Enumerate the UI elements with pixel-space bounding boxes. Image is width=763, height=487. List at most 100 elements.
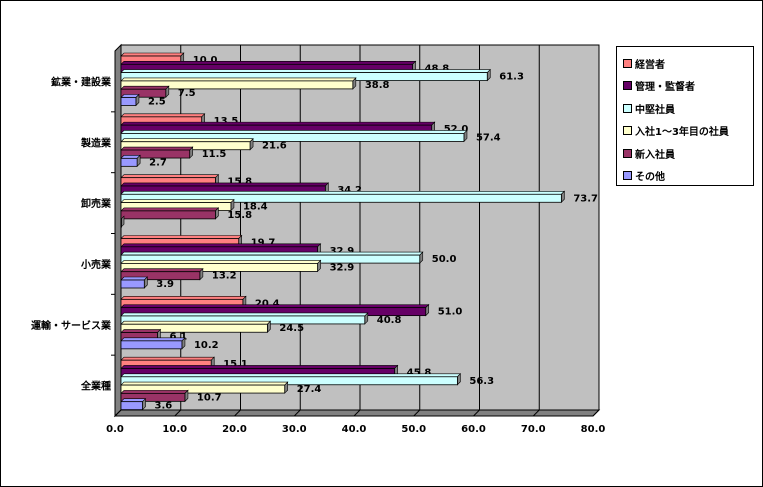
- bar-top: [120, 121, 436, 126]
- x-tick: [234, 409, 241, 417]
- bar: [120, 80, 354, 90]
- bar-top: [120, 296, 247, 300]
- data-label: 3.9: [156, 279, 174, 290]
- x-tick-label: 20.0: [222, 424, 247, 435]
- bar-top: [120, 174, 220, 178]
- data-label: 40.8: [377, 315, 402, 326]
- data-label: 50.0: [432, 254, 457, 265]
- plot-side-wall: [114, 43, 122, 418]
- bar: [120, 133, 465, 142]
- bar-top: [120, 190, 566, 195]
- bar: [120, 392, 186, 402]
- bar-top: [120, 320, 272, 325]
- bar-top: [120, 365, 399, 369]
- bar: [120, 157, 138, 167]
- data-label: 7.5: [178, 88, 196, 99]
- data-label: 11.5: [202, 149, 227, 160]
- bar-top: [120, 69, 491, 73]
- x-tick: [413, 409, 421, 417]
- data-label: 27.4: [297, 384, 322, 395]
- legend-label: 入社1～3年目の社員: [635, 127, 729, 139]
- data-label: 32.9: [330, 246, 355, 257]
- data-label: 61.3: [499, 72, 524, 83]
- legend: 経営者 管理・監督者中堅社員入社1～3年目の社員 新入社員その他: [616, 46, 754, 186]
- data-label: 18.4: [243, 202, 268, 213]
- bar: [120, 323, 268, 333]
- x-tick-label: 80.0: [581, 424, 606, 435]
- data-label: 13.2: [212, 271, 237, 282]
- bar-top: [120, 312, 369, 317]
- bar-top: [120, 130, 468, 134]
- x-tick: [114, 409, 122, 417]
- category-label: 全業種: [80, 380, 111, 393]
- x-tick: [293, 409, 301, 417]
- bar-top: [120, 235, 243, 239]
- legend-item: 経営者: [623, 52, 753, 75]
- bar-top: [120, 52, 185, 57]
- legend-item: 新入社員: [623, 142, 753, 165]
- bar-top: [120, 85, 170, 90]
- legend-swatch: [623, 103, 632, 113]
- x-tick-label: 70.0: [521, 424, 546, 435]
- bar: [120, 88, 167, 98]
- legend-label: その他: [635, 172, 665, 184]
- bar-top: [120, 356, 215, 361]
- bar-top: [120, 146, 194, 151]
- legend-swatch: [623, 171, 632, 181]
- data-label: 6.1: [169, 332, 187, 343]
- data-label: 10.0: [193, 55, 218, 66]
- data-label: 73.7: [573, 193, 598, 204]
- bar: [120, 262, 318, 272]
- bar-top: [120, 268, 204, 273]
- bar-top: [120, 329, 162, 333]
- legend-label: 新入社員: [635, 149, 675, 161]
- bar-top: [120, 243, 322, 248]
- legend-item: その他: [623, 165, 753, 188]
- data-label: 38.8: [365, 80, 390, 91]
- bar-top: [120, 398, 147, 402]
- x-tick-label: 0.0: [106, 424, 124, 435]
- bar-top: [120, 373, 462, 378]
- legend-swatch: [623, 58, 632, 68]
- bar: [120, 210, 216, 220]
- bar-top: [120, 390, 189, 394]
- data-label: 19.7: [251, 238, 276, 249]
- bar: [120, 401, 143, 411]
- legend-label: 中堅社員: [635, 104, 675, 116]
- bar-top: [120, 207, 220, 212]
- bar-top: [120, 77, 357, 82]
- legend-swatch: [623, 148, 632, 158]
- category-label: 鉱業・建設業: [51, 75, 112, 88]
- data-label: 45.8: [407, 367, 432, 378]
- x-tick: [353, 409, 361, 417]
- legend-item: 中堅社員: [623, 97, 753, 120]
- data-label: 48.8: [425, 63, 450, 74]
- bar-top: [120, 381, 289, 386]
- bar-top: [120, 182, 330, 187]
- x-tick-label: 10.0: [162, 424, 187, 435]
- data-label: 15.1: [223, 359, 248, 370]
- category-label: 運輸・サービス業: [31, 319, 112, 332]
- data-label: 15.8: [227, 210, 252, 221]
- bar-top: [120, 60, 417, 65]
- bar-top: [120, 199, 235, 203]
- x-tick-label: 50.0: [401, 424, 426, 435]
- data-label: 3.6: [155, 401, 173, 412]
- x-tick-label: 40.0: [342, 424, 367, 435]
- bar-top: [120, 276, 149, 281]
- data-label: 51.0: [438, 307, 463, 318]
- bar-top: [120, 251, 424, 256]
- bar: [120, 193, 562, 203]
- data-label: 2.5: [148, 97, 166, 108]
- bar: [120, 376, 458, 386]
- legend-item: 管理・監督者: [623, 75, 753, 98]
- x-tick-label: 30.0: [282, 424, 307, 435]
- legend-swatch: [623, 81, 632, 91]
- category-label: 小売業: [80, 258, 112, 271]
- data-label: 24.5: [279, 323, 304, 334]
- legend-item: 入社1～3年目の社員: [623, 120, 753, 143]
- data-label: 20.4: [255, 298, 280, 309]
- x-tick: [592, 409, 600, 417]
- legend-swatch: [623, 126, 632, 136]
